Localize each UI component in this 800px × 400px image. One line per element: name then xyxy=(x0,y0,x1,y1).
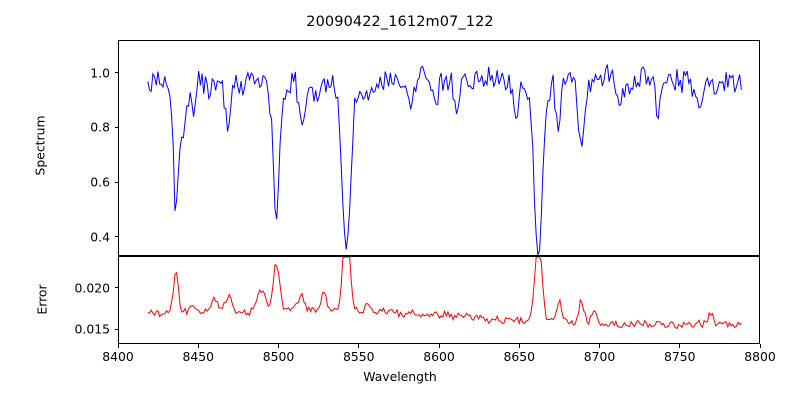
x-tick-label: 8400 xyxy=(102,349,134,364)
chart-title: 20090422_1612m07_122 xyxy=(306,14,494,30)
y-tick-mark-spectrum xyxy=(114,236,118,238)
y-tick-mark-error xyxy=(114,286,118,289)
y-tick-label-spectrum: 1.0 xyxy=(90,65,110,81)
error-line xyxy=(148,257,742,328)
x-tick-mark xyxy=(358,344,360,348)
y-tick-label-spectrum: 0.8 xyxy=(90,119,110,135)
x-tick-label: 8600 xyxy=(423,349,455,364)
x-tick-mark xyxy=(278,344,280,348)
y-tick-label-error: 0.015 xyxy=(74,321,110,337)
x-tick-label: 8500 xyxy=(262,349,295,364)
spectrum-line xyxy=(148,65,742,255)
x-tick-label: 8650 xyxy=(503,349,536,364)
x-tick-mark xyxy=(599,344,601,348)
y-tick-mark-spectrum xyxy=(114,72,118,74)
x-tick-mark xyxy=(679,344,681,348)
error-plot-area xyxy=(119,257,759,343)
x-tick-label: 8450 xyxy=(182,349,215,364)
x-tick-label: 8700 xyxy=(583,349,616,364)
y-tick-mark-spectrum xyxy=(114,126,118,129)
spectrum-y-axis-label: Spectrum xyxy=(32,115,48,176)
x-tick-label: 8550 xyxy=(342,349,375,364)
error-y-axis-label: Error xyxy=(34,284,50,315)
y-tick-mark-error xyxy=(114,328,118,330)
x-tick-mark xyxy=(117,344,119,348)
x-tick-mark xyxy=(197,344,199,348)
y-tick-label-error: 0.020 xyxy=(74,280,110,296)
y-tick-label-spectrum: 0.6 xyxy=(90,174,110,190)
error-panel xyxy=(118,256,760,344)
x-tick-mark xyxy=(759,344,761,348)
spectrum-plot-area xyxy=(119,41,759,255)
x-tick-label: 8750 xyxy=(663,349,696,364)
spectrum-panel xyxy=(118,40,760,256)
x-tick-label: 8800 xyxy=(744,349,776,364)
x-axis-label: Wavelength xyxy=(363,369,437,384)
y-tick-mark-spectrum xyxy=(114,181,118,183)
x-tick-mark xyxy=(518,344,520,348)
y-tick-label-spectrum: 0.4 xyxy=(90,229,110,245)
x-tick-mark xyxy=(438,344,440,348)
